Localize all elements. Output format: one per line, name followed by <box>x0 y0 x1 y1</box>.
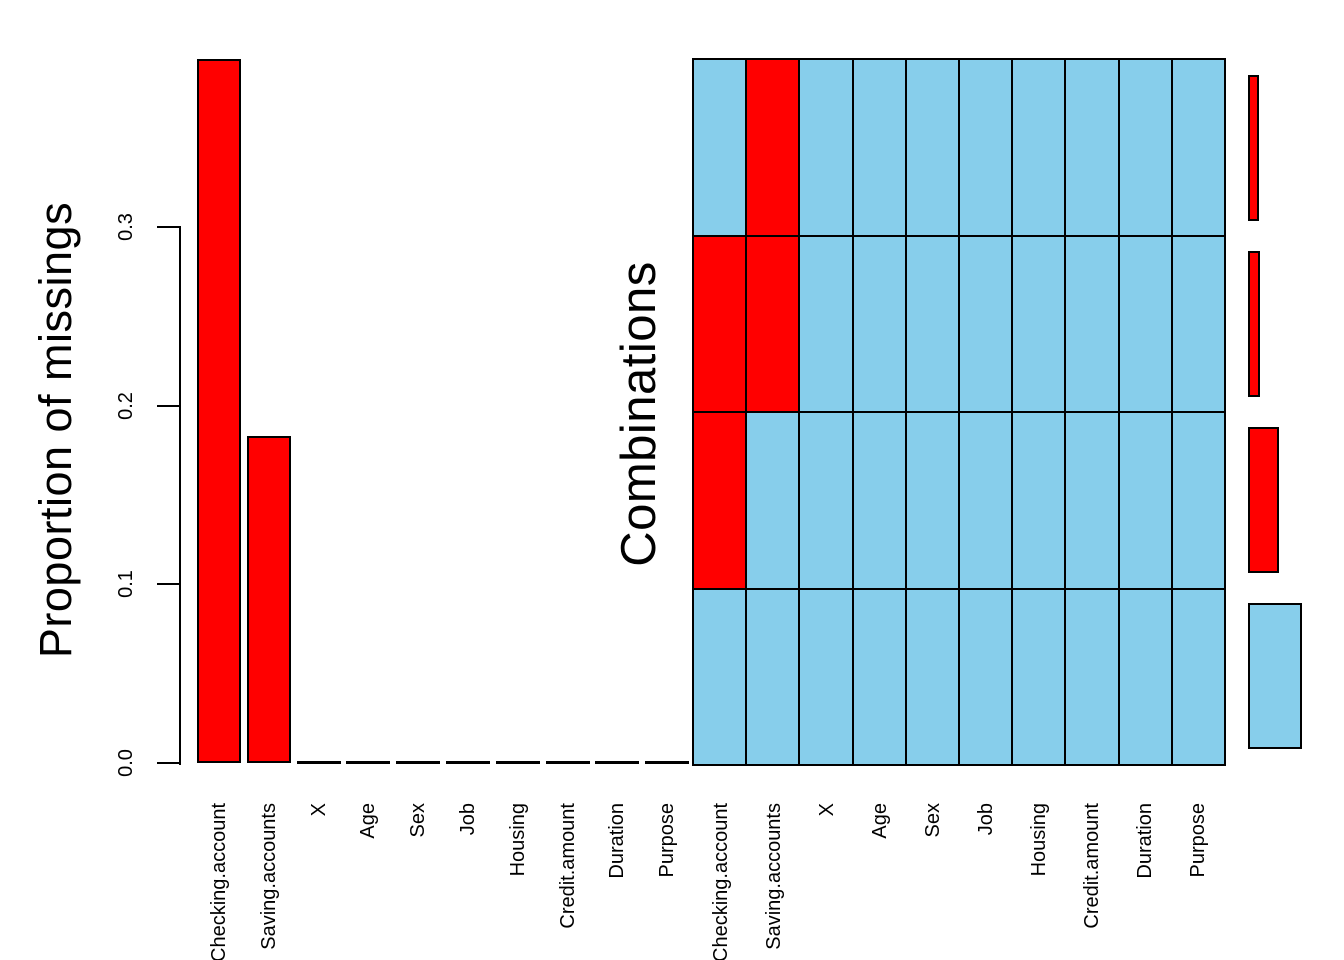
x-label-x: X <box>307 803 330 817</box>
cell-row3-sex-observed <box>906 413 958 588</box>
cell-row3-saving-accounts-observed <box>747 413 799 588</box>
x-label-credit-amount: Credit.amount <box>1080 803 1103 929</box>
bar-checking-account <box>197 58 241 763</box>
cell-row2-housing-observed <box>1013 236 1065 411</box>
x-label-job: Job <box>457 803 479 836</box>
cell-row4-checking-account-observed <box>694 589 746 764</box>
x-label-purpose: Purpose <box>1186 803 1209 878</box>
cell-row1-sex-observed <box>906 60 958 235</box>
cell-row3-duration-observed <box>1119 413 1171 588</box>
cell-row1-purpose-observed <box>1172 60 1224 235</box>
bar-job <box>446 761 490 764</box>
cell-row1-duration-observed <box>1119 60 1171 235</box>
cell-row1-x-observed <box>800 60 852 235</box>
y-tick-label-0.0: 0.0 <box>115 749 137 777</box>
cell-row2-x-observed <box>800 236 852 411</box>
x-label-job: Job <box>974 803 997 836</box>
cell-row3-job-observed <box>960 413 1012 588</box>
cell-row2-checking-account-missing <box>694 236 746 411</box>
bar-duration <box>595 761 640 764</box>
y-tick-label-0.1: 0.1 <box>115 570 137 599</box>
y-tick-0.2 <box>157 404 180 407</box>
x-label-housing: Housing <box>1027 803 1050 877</box>
freq-bar-row2 <box>1248 251 1260 397</box>
cell-row4-housing-observed <box>1013 589 1065 764</box>
y-tick-0.0 <box>157 762 180 764</box>
y-tick-0.1 <box>157 583 180 586</box>
cell-row3-purpose-observed <box>1172 413 1224 588</box>
cell-row2-purpose-observed <box>1172 236 1224 411</box>
y-tick-label-0.2: 0.2 <box>115 391 137 420</box>
cell-row3-checking-account-missing <box>694 413 746 588</box>
cell-row4-sex-observed <box>906 589 958 764</box>
freq-bar-row1 <box>1248 75 1259 221</box>
cell-row1-checking-account-observed <box>694 60 746 235</box>
cell-row3-housing-observed <box>1013 413 1065 588</box>
cell-row2-credit-amount-observed <box>1066 236 1118 411</box>
x-label-credit-amount: Credit.amount <box>556 803 579 929</box>
x-label-duration: Duration <box>1133 803 1156 879</box>
y-tick-0.3 <box>157 225 180 228</box>
cell-row2-sex-observed <box>906 236 958 411</box>
bar-credit-amount <box>545 761 590 764</box>
bar-sex <box>396 761 441 764</box>
cell-row4-job-observed <box>960 589 1012 764</box>
y-axis-line <box>179 226 181 765</box>
cell-row2-duration-observed <box>1119 236 1171 411</box>
x-label-x: X <box>815 803 838 817</box>
combinations-title: Combinations <box>612 261 666 567</box>
bar-x <box>296 761 341 764</box>
bar-saving-accounts <box>246 435 291 763</box>
cell-row1-housing-observed <box>1013 60 1065 235</box>
cell-row2-job-observed <box>960 236 1012 411</box>
cell-row2-age-observed <box>853 236 905 411</box>
cell-row1-age-observed <box>853 60 905 235</box>
cell-row1-saving-accounts-missing <box>747 60 799 235</box>
x-label-sex: Sex <box>407 803 430 838</box>
bar-age <box>346 761 391 764</box>
x-label-saving-accounts: Saving.accounts <box>762 803 785 950</box>
x-label-age: Age <box>357 803 380 839</box>
cell-row1-credit-amount-observed <box>1066 60 1118 235</box>
x-label-duration: Duration <box>606 803 629 879</box>
x-label-checking-account: Checking.account <box>208 803 230 960</box>
cell-row3-credit-amount-observed <box>1066 413 1118 588</box>
cell-row2-saving-accounts-missing <box>747 236 799 411</box>
cell-row4-x-observed <box>800 589 852 764</box>
pattern-grid <box>692 58 1226 766</box>
bar-purpose <box>645 761 690 764</box>
cell-row3-age-observed <box>853 413 905 588</box>
y-axis-title: Proportion of missings <box>30 201 81 659</box>
cell-row4-purpose-observed <box>1172 589 1224 764</box>
cell-row1-job-observed <box>960 60 1012 235</box>
cell-row4-saving-accounts-observed <box>747 589 799 764</box>
x-label-saving-accounts: Saving.accounts <box>257 803 280 950</box>
cell-row3-x-observed <box>800 413 852 588</box>
cell-row4-age-observed <box>853 589 905 764</box>
x-label-housing: Housing <box>506 803 529 877</box>
freq-bar-row3 <box>1248 427 1279 573</box>
y-tick-label-0.3: 0.3 <box>115 212 137 241</box>
x-label-age: Age <box>868 803 891 839</box>
freq-bar-row4 <box>1248 603 1302 749</box>
cell-row4-credit-amount-observed <box>1066 589 1118 764</box>
x-label-purpose: Purpose <box>656 803 679 878</box>
x-label-checking-account: Checking.account <box>709 803 732 960</box>
x-label-sex: Sex <box>921 803 944 838</box>
cell-row4-duration-observed <box>1119 589 1171 764</box>
bar-housing <box>495 761 540 764</box>
